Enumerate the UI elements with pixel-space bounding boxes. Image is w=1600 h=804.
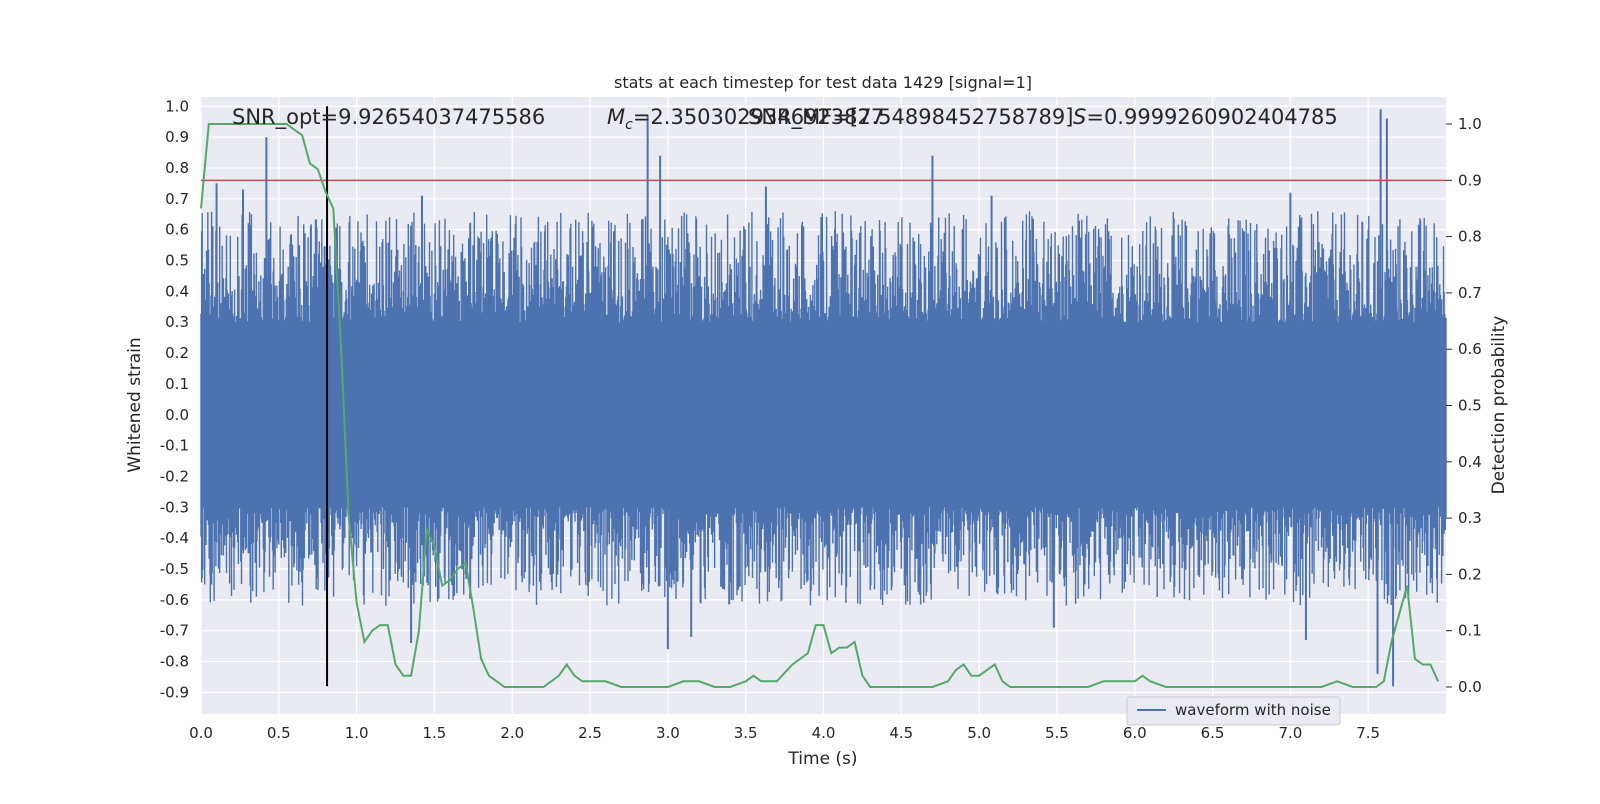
y-tick-label: -0.2 xyxy=(160,467,189,485)
x-tick-label: 0.5 xyxy=(267,724,291,742)
y-tick-label: -0.6 xyxy=(160,591,189,609)
waveform-series xyxy=(200,109,1447,687)
x-tick-label: 3.0 xyxy=(656,724,680,742)
legend-entry-waveform: waveform with noise xyxy=(1175,701,1331,719)
y2-tick-label: 0.9 xyxy=(1458,171,1482,189)
chirp-mass-annotation: Mc=2.3503029346923827 xyxy=(607,105,884,133)
y2-tick-label: 0.3 xyxy=(1458,509,1482,527)
x-tick-label: 0.0 xyxy=(189,724,213,742)
x-tick-label: 3.5 xyxy=(734,724,758,742)
y2-tick-label: 0.1 xyxy=(1458,622,1482,640)
y-tick-label: 0.8 xyxy=(165,159,189,177)
probability-series xyxy=(200,123,1440,688)
y-tick-label: -0.3 xyxy=(160,498,189,516)
x-tick-label: 4.0 xyxy=(812,724,836,742)
y2-tick-label: 0.5 xyxy=(1458,397,1482,415)
y2-tick-label: 0.7 xyxy=(1458,284,1482,302)
y-tick-label: 0.6 xyxy=(165,221,189,239)
x-tick-label: 4.5 xyxy=(889,724,913,742)
legend: waveform with noise xyxy=(1126,696,1341,726)
x-tick-label: 7.5 xyxy=(1356,724,1380,742)
chirp-mass-subscript: c xyxy=(625,117,633,133)
statistic-annotation: S=0.9999260902404785 xyxy=(1073,105,1338,129)
y2-tick-label: 0.4 xyxy=(1458,453,1482,471)
x-tick-labels: 0.0 0.5 1.0 1.5 2.0 2.5 3.0 3.5 4.0 4.5 5.0 5.5 6.0 6… xyxy=(189,724,1380,742)
statistic-value: =0.9999260902404785 xyxy=(1086,105,1337,129)
legend-box xyxy=(1126,696,1341,726)
y-tick-label: 0.0 xyxy=(165,406,189,424)
x-tick-label: 2.0 xyxy=(500,724,524,742)
waveform-line xyxy=(200,211,1447,606)
y-tick-label: 0.7 xyxy=(165,190,189,208)
y-tick-labels: 1.0 0.9 0.8 0.7 0.6 0.5 0.4 0.3 0.2 0.1 0.0 -0.1 -0.… xyxy=(160,97,189,701)
y-tick-label: 0.2 xyxy=(165,344,189,362)
snr-mf-annotation: SNR_MF=[7.54898452758789] xyxy=(748,105,1073,130)
x-tick-label: 7.0 xyxy=(1278,724,1302,742)
overlays xyxy=(201,106,1446,687)
snr-opt-annotation: SNR_opt=9.92654037475586 xyxy=(232,105,545,130)
y-tick-label: -0.5 xyxy=(160,560,189,578)
x-axis-label: Time (s) xyxy=(787,749,857,769)
y-tick-label: 0.4 xyxy=(165,282,189,300)
x-tick-label: 6.5 xyxy=(1201,724,1225,742)
y-tick-label: -0.4 xyxy=(160,529,189,547)
y2-tick-label: 0.6 xyxy=(1458,340,1482,358)
y2-tick-label: 1.0 xyxy=(1458,115,1482,133)
y2-tick-label: 0.8 xyxy=(1458,228,1482,246)
x-tick-label: 5.5 xyxy=(1045,724,1069,742)
chirp-mass-value: =2.3503029346923827 xyxy=(633,105,884,129)
x-tick-label: 6.0 xyxy=(1123,724,1147,742)
y-tick-label: -0.7 xyxy=(160,622,189,640)
y-tick-label: 1.0 xyxy=(165,97,189,115)
chart-title: stats at each timestep for test data 142… xyxy=(614,73,1032,92)
x-tick-label: 5.0 xyxy=(967,724,991,742)
y-axis-label: Whitened strain xyxy=(125,337,145,472)
y-tick-label: -0.8 xyxy=(160,653,189,671)
x-tick-label: 1.0 xyxy=(345,724,369,742)
y2-tick-label: 0.0 xyxy=(1458,678,1482,696)
y2-axis-label: Detection probability xyxy=(1489,316,1509,495)
probability-line xyxy=(200,123,1440,688)
statistic-symbol: S xyxy=(1073,105,1086,129)
y2-tick-label: 0.2 xyxy=(1458,565,1482,583)
y-tick-label: 0.9 xyxy=(165,128,189,146)
y-tick-label: 0.3 xyxy=(165,313,189,331)
y-tick-label: -0.1 xyxy=(160,437,189,455)
y-tick-label: 0.1 xyxy=(165,375,189,393)
x-tick-label: 1.5 xyxy=(423,724,447,742)
chirp-mass-symbol: M xyxy=(607,105,625,129)
y-tick-label: -0.9 xyxy=(160,683,189,701)
y2-tick-labels: 1.0 0.9 0.8 0.7 0.6 0.5 0.4 0.3 0.2 0.1 0.0 xyxy=(1446,115,1482,696)
x-tick-label: 2.5 xyxy=(578,724,602,742)
y-tick-label: 0.5 xyxy=(165,252,189,270)
